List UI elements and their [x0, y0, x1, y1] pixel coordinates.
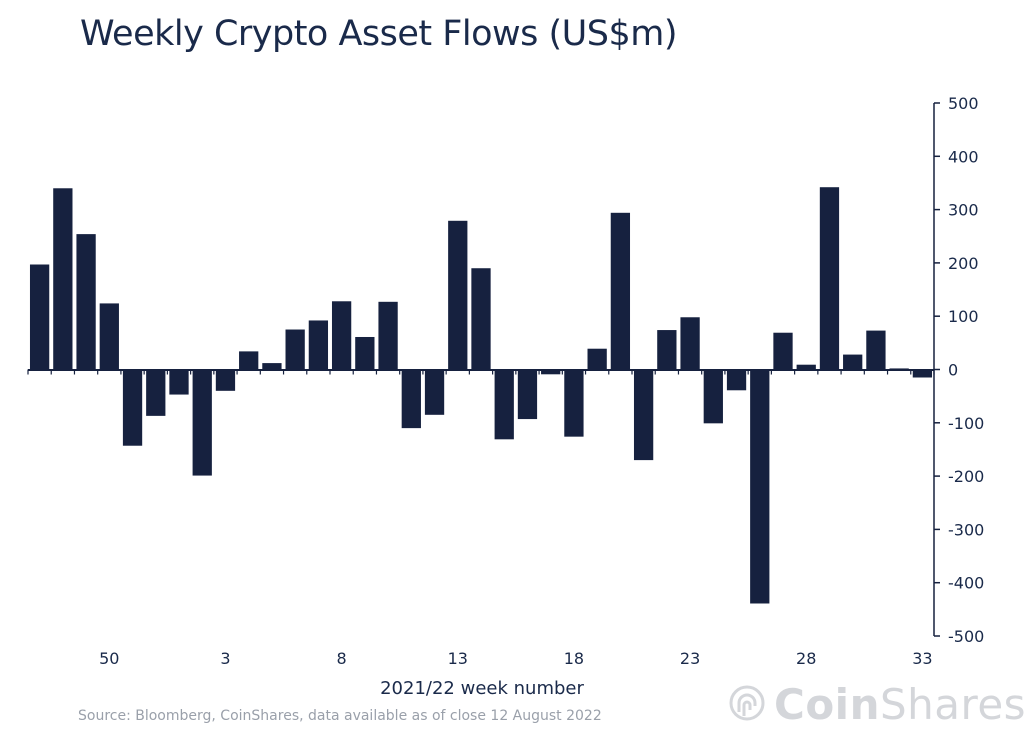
x-tick-label: 8 [337, 649, 347, 668]
x-tick-marks [27, 369, 935, 375]
bar-week-12 [424, 369, 445, 415]
bar-week-27 [773, 332, 793, 370]
bar-week-50 [99, 303, 119, 370]
y-tick-label: 0 [948, 361, 958, 380]
chart-title: Weekly Crypto Asset Flows (US$m) [80, 14, 678, 54]
bar-week-13 [448, 220, 468, 370]
bar-week-22 [657, 330, 677, 370]
bar-week-52 [146, 369, 166, 416]
bar-week-10 [378, 301, 398, 370]
bar-week-25 [726, 369, 747, 391]
bar-week-11 [401, 369, 421, 429]
bar-week-14 [471, 268, 491, 370]
source-note: Source: Bloomberg, CoinShares, data avai… [78, 708, 602, 724]
bar-week-1 [169, 369, 189, 395]
bar-week-17 [541, 369, 561, 375]
wordmark-shares: Shares [879, 680, 1024, 729]
y-tick-label: 500 [948, 94, 979, 113]
bar-week-30 [843, 354, 863, 370]
bar-week-4 [239, 351, 259, 370]
x-tick-label: 28 [796, 649, 816, 668]
y-axis-ticks: 500 400 300 200 100 0 -100 -200 -300 -400 -500 [934, 94, 984, 646]
y-tick-label: -500 [948, 627, 984, 646]
x-tick-label: 33 [912, 649, 932, 668]
bar-week-28 [796, 364, 816, 370]
y-tick-label: 300 [948, 201, 979, 220]
bar-week-9 [355, 336, 375, 370]
coinshares-logo-icon [728, 684, 766, 726]
y-tick-label: -100 [948, 414, 984, 433]
bar-week-5 [262, 363, 282, 370]
bar-week-15 [494, 369, 514, 440]
bar-week-47 [29, 264, 50, 370]
bar-week-8 [331, 301, 352, 370]
y-tick-label: 400 [948, 147, 979, 166]
bar-week-16 [517, 369, 538, 420]
x-axis-label: 2021/22 week number [380, 678, 584, 699]
bar-week-26 [750, 369, 770, 604]
y-tick-label: 200 [948, 254, 979, 273]
bar-week-29 [819, 187, 840, 370]
y-tick-label: -300 [948, 520, 984, 539]
y-tick-label: 100 [948, 307, 979, 326]
wordmark-coin: Coin [774, 680, 880, 729]
bar-week-18 [564, 369, 584, 437]
bar-week-51 [122, 369, 143, 446]
y-tick-label: -200 [948, 467, 984, 486]
x-tick-label: 23 [680, 649, 700, 668]
bar-week-31 [866, 330, 886, 370]
bar-chart: 500 400 300 200 100 0 -100 -200 -300 -400 -500 50 3… [27, 94, 984, 699]
bar-week-7 [308, 320, 329, 370]
bar-week-20 [610, 212, 631, 370]
x-tick-label: 50 [99, 649, 119, 668]
bar-week-33 [912, 369, 933, 378]
bar-week-23 [680, 317, 700, 370]
bar-week-49 [76, 234, 96, 370]
bar-week-19 [587, 348, 607, 370]
bar-week-24 [703, 369, 723, 424]
bar-week-2 [192, 369, 212, 476]
coinshares-logo: CoinShares [728, 682, 1024, 728]
x-axis-tick-labels: 50 3 8 13 18 23 28 33 [99, 649, 932, 668]
x-tick-label: 18 [564, 649, 584, 668]
bars-layer [29, 187, 933, 604]
bar-week-3 [215, 369, 236, 391]
bar-week-6 [285, 329, 305, 370]
bar-week-21 [633, 369, 654, 461]
coinshares-wordmark: CoinShares [774, 684, 1024, 726]
x-tick-label: 3 [220, 649, 230, 668]
bar-week-32 [889, 368, 909, 370]
y-tick-label: -400 [948, 574, 984, 593]
x-tick-label: 13 [448, 649, 468, 668]
bar-week-48 [53, 188, 73, 370]
